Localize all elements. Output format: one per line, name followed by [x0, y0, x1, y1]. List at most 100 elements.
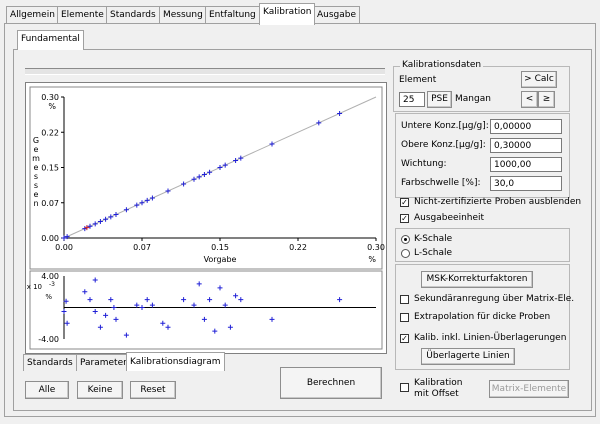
- konzentration-group: [395, 113, 570, 198]
- data-point: [87, 223, 93, 229]
- tab-kalibration[interactable]: Kalibration: [259, 3, 316, 25]
- residual-point: [217, 285, 223, 291]
- reset-button[interactable]: Reset: [130, 381, 176, 399]
- data-point: [134, 202, 140, 208]
- wichtung-label: Wichtung:: [401, 159, 447, 169]
- optionen-group: [395, 264, 570, 370]
- kalib-linien-label[interactable]: Kalib. inkl. Linien-Überlagerungen: [414, 333, 567, 343]
- element-number-input[interactable]: 25: [399, 92, 425, 107]
- data-point: [207, 169, 213, 175]
- tab-standards[interactable]: Standards: [106, 6, 160, 24]
- x-unit-label: %: [368, 255, 376, 264]
- ausgabeeinheit-label[interactable]: Ausgabeeinheit: [414, 213, 485, 223]
- tab-messung[interactable]: Messung: [159, 6, 207, 24]
- kalibration-offset-label-1[interactable]: Kalibration: [414, 378, 463, 388]
- main-plot-frame: [29, 86, 383, 270]
- l-schale-label[interactable]: L-Schale: [414, 248, 453, 258]
- sekundaer-label[interactable]: Sekundäranregung über Matrix-Ele.: [414, 294, 575, 304]
- berechnen-button[interactable]: Berechnen: [280, 367, 382, 399]
- tab-ausgabe[interactable]: Ausgabe: [313, 6, 361, 24]
- farbschwelle-input[interactable]: 30,0: [490, 176, 562, 191]
- x-axis-label: Vorgabe: [204, 255, 237, 264]
- untere-konz-label: Untere Konz.[µg/g]:: [401, 121, 489, 131]
- extrapolation-label[interactable]: Extrapolation für dicke Proben: [414, 312, 551, 322]
- residual-point: [87, 297, 93, 303]
- x-tick-label: 0.22: [289, 243, 307, 252]
- next-element-button[interactable]: ≥: [538, 91, 555, 108]
- tab-parameter[interactable]: Parameter: [76, 354, 131, 371]
- y-tick-label: 0.22: [41, 128, 59, 137]
- wichtung-input[interactable]: 1000,00: [490, 157, 562, 172]
- tab-standards-bottom[interactable]: Standards: [23, 354, 77, 371]
- kalib-linien-checkbox[interactable]: ✓: [400, 334, 409, 343]
- residual-point: [144, 297, 150, 303]
- data-point: [149, 195, 155, 201]
- tab-allgemein[interactable]: Allgemein: [6, 6, 59, 24]
- untere-konz-input[interactable]: 0,00000: [490, 119, 562, 134]
- k-schale-label[interactable]: K-Schale: [414, 234, 453, 244]
- y-axis-label-char: e: [34, 163, 39, 172]
- kalibration-offset-checkbox[interactable]: [400, 383, 409, 392]
- obere-konz-input[interactable]: 0,30000: [490, 138, 562, 153]
- matrix-elemente-button[interactable]: Matrix-Elemente: [489, 380, 569, 398]
- residual-point: [238, 297, 244, 303]
- splitter[interactable]: [25, 68, 385, 75]
- ueberlagerte-linien-button[interactable]: Überlagerte Linien: [421, 348, 515, 365]
- calc-button[interactable]: > Calc: [521, 71, 557, 88]
- tab-entfaltung[interactable]: Entfaltung: [205, 6, 260, 24]
- data-point: [108, 214, 114, 220]
- y-tick-label: 0.07: [41, 199, 59, 208]
- data-point: [123, 207, 129, 213]
- y-unit-label: %: [48, 102, 56, 111]
- pse-button[interactable]: PSE: [427, 91, 452, 108]
- data-point: [222, 162, 228, 168]
- y-tick-label: 0.30: [41, 93, 59, 102]
- y-axis-label-char: m: [32, 154, 40, 163]
- tab-elemente[interactable]: Elemente: [57, 6, 108, 24]
- residual-point: [191, 302, 197, 308]
- x-tick-label: 0.00: [55, 243, 73, 252]
- k-schale-radio[interactable]: [401, 235, 410, 244]
- data-point: [165, 188, 171, 194]
- residual-y-unit: %: [45, 293, 52, 301]
- residual-point: [337, 297, 343, 303]
- element-label: Element: [399, 75, 437, 85]
- sekundaer-checkbox[interactable]: [400, 295, 409, 304]
- y-axis-label-char: s: [34, 181, 38, 190]
- alle-button[interactable]: Alle: [25, 381, 69, 399]
- residual-point: [201, 316, 207, 322]
- kalibrationsdaten-title: Kalibrationsdaten: [400, 60, 484, 70]
- data-point: [217, 165, 223, 170]
- tab-kalibrationsdiagram[interactable]: Kalibrationsdiagram: [126, 352, 225, 371]
- residual-point: [149, 302, 155, 308]
- prev-element-button[interactable]: <: [521, 91, 538, 108]
- msk-button[interactable]: MSK-Korrekturfaktoren: [421, 271, 533, 288]
- residual-point: [196, 281, 202, 287]
- residual-point: [227, 324, 233, 330]
- data-point: [61, 235, 67, 241]
- residual-y-exponent: -3: [49, 281, 55, 288]
- residual-point: [111, 305, 117, 310]
- residual-point: [222, 302, 228, 308]
- residual-point: [108, 297, 114, 303]
- residual-point: [212, 328, 218, 334]
- nicht-zert-label[interactable]: Nicht-zertifizierte Proben ausblenden: [414, 197, 582, 207]
- subtab-fundamental[interactable]: Fundamental: [17, 30, 84, 50]
- residual-point: [123, 332, 129, 338]
- obere-konz-label: Obere Konz.[µg/g]:: [401, 140, 486, 150]
- y-axis-label-char: s: [34, 172, 38, 181]
- nicht-zert-checkbox[interactable]: ✓: [400, 198, 409, 207]
- kalibration-offset-label-2[interactable]: mit Offset: [414, 389, 459, 399]
- l-schale-radio[interactable]: [401, 249, 410, 258]
- residual-point: [160, 320, 166, 326]
- residual-point: [64, 320, 70, 326]
- y-axis-label-char: n: [33, 199, 38, 208]
- data-point: [337, 110, 343, 116]
- x-tick-label: 0.15: [211, 243, 229, 252]
- extrapolation-checkbox[interactable]: [400, 313, 409, 322]
- residual-plot-frame: [29, 270, 383, 350]
- keine-button[interactable]: Keine: [77, 381, 123, 399]
- residual-y-multiplier: x 10: [27, 283, 42, 291]
- y-axis-label-char: G: [33, 136, 39, 145]
- ausgabeeinheit-checkbox[interactable]: ✓: [400, 214, 409, 223]
